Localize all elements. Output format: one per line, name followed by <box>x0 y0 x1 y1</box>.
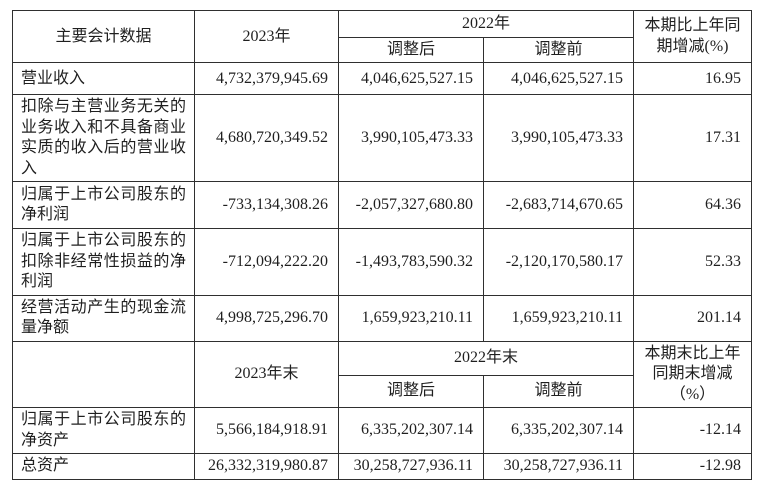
value-yoy-change: -12.98 <box>633 453 753 480</box>
document-page: 主要会计数据 2023年 2022年 本期比上年同期增减(%) 调整后 调整前 … <box>12 9 753 480</box>
value-yoy-change: 16.95 <box>633 62 753 96</box>
value-2023: 4,732,379,945.69 <box>194 62 339 96</box>
table-row-operating-cash-flow: 经营活动产生的现金流量净额 4,998,725,296.70 1,659,923… <box>12 294 753 342</box>
value-2022-adjusted-before: 1,659,923,210.11 <box>482 294 635 342</box>
header-adjusted-after: 调整后 <box>338 36 484 64</box>
value-2022-adjusted-after: 6,335,202,307.14 <box>338 407 484 455</box>
value-2022-adjusted-after: -1,493,783,590.32 <box>338 228 484 296</box>
value-yoy-change: 201.14 <box>633 294 753 342</box>
value-yoy-change: 52.33 <box>633 228 753 296</box>
header-yoy-change: 本期比上年同期增减(%) <box>633 9 753 64</box>
value-2022-adjusted-after: -2,057,327,680.80 <box>338 181 484 230</box>
row-label: 归属于上市公司股东的扣除非经常性损益的净利润 <box>12 228 195 296</box>
header-adjusted-after: 调整后 <box>338 375 484 409</box>
section2-header-row-top: 2023年末 2022年末 本期末比上年同期末增减（%） <box>12 340 753 409</box>
value-2023: -733,134,308.26 <box>194 181 339 230</box>
table-row-net-assets: 归属于上市公司股东的净资产 5,566,184,918.91 6,335,202… <box>12 407 753 455</box>
value-2022-adjusted-before: 3,990,105,473.33 <box>482 94 635 183</box>
row-label: 归属于上市公司股东的净利润 <box>12 181 195 230</box>
table-row-net-profit-excl-nonrecurring: 归属于上市公司股东的扣除非经常性损益的净利润 -712,094,222.20 -… <box>12 228 753 296</box>
row-label: 扣除与主营业务无关的业务收入和不具备商业实质的收入后的营业收入 <box>12 94 195 183</box>
header-year-2022: 2022年 <box>337 10 635 38</box>
row-label: 总资产 <box>12 453 195 480</box>
value-2023: 4,680,720,349.52 <box>194 94 339 183</box>
value-2022-adjusted-after: 30,258,727,936.11 <box>338 453 484 480</box>
section1-header-row-sub: 调整后 调整前 <box>13 36 752 64</box>
header-metric: 主要会计数据 <box>12 9 195 64</box>
header-empty-cell <box>12 340 195 409</box>
value-yoy-change: 17.31 <box>633 94 753 183</box>
row-label: 经营活动产生的现金流量净额 <box>12 294 195 342</box>
value-2022-adjusted-before: 6,335,202,307.14 <box>482 407 635 455</box>
section2-header-row-sub: 调整后 调整前 <box>13 375 752 409</box>
table-row-net-profit: 归属于上市公司股东的净利润 -733,134,308.26 -2,057,327… <box>12 181 753 230</box>
table-row-operating-revenue: 营业收入 4,732,379,945.69 4,046,625,527.15 4… <box>12 62 753 96</box>
header-year-2023: 2023年 <box>194 9 339 64</box>
value-2022-adjusted-before: 4,046,625,527.15 <box>482 62 635 96</box>
header-period-end-change: 本期末比上年同期末增减（%） <box>633 340 753 409</box>
header-adjusted-before: 调整前 <box>482 36 635 64</box>
value-2022-adjusted-before: 30,258,727,936.11 <box>482 453 635 480</box>
row-label: 营业收入 <box>12 62 195 96</box>
value-2022-adjusted-after: 3,990,105,473.33 <box>338 94 484 183</box>
header-year-end-2022: 2022年末 <box>337 340 635 377</box>
value-2023: -712,094,222.20 <box>194 228 339 296</box>
value-2023: 4,998,725,296.70 <box>194 294 339 342</box>
value-2022-adjusted-after: 4,046,625,527.15 <box>338 62 484 96</box>
header-year-end-2023: 2023年末 <box>194 340 339 409</box>
table-row-total-assets: 总资产 26,332,319,980.87 30,258,727,936.11 … <box>12 453 753 480</box>
value-2022-adjusted-after: 1,659,923,210.11 <box>338 294 484 342</box>
value-yoy-change: -12.14 <box>633 407 753 455</box>
value-2023: 5,566,184,918.91 <box>194 407 339 455</box>
value-yoy-change: 64.36 <box>633 181 753 230</box>
section1-header-row-top: 主要会计数据 2023年 2022年 本期比上年同期增减(%) <box>12 9 753 64</box>
value-2022-adjusted-before: -2,683,714,670.65 <box>482 181 635 230</box>
value-2023: 26,332,319,980.87 <box>194 453 339 480</box>
table-row-revenue-after-deduction: 扣除与主营业务无关的业务收入和不具备商业实质的收入后的营业收入 4,680,72… <box>12 94 753 183</box>
key-accounting-data-table: 主要会计数据 2023年 2022年 本期比上年同期增减(%) 调整后 调整前 … <box>12 9 753 480</box>
header-adjusted-before: 调整前 <box>482 375 635 409</box>
value-2022-adjusted-before: -2,120,170,580.17 <box>482 228 635 296</box>
row-label: 归属于上市公司股东的净资产 <box>12 407 195 455</box>
